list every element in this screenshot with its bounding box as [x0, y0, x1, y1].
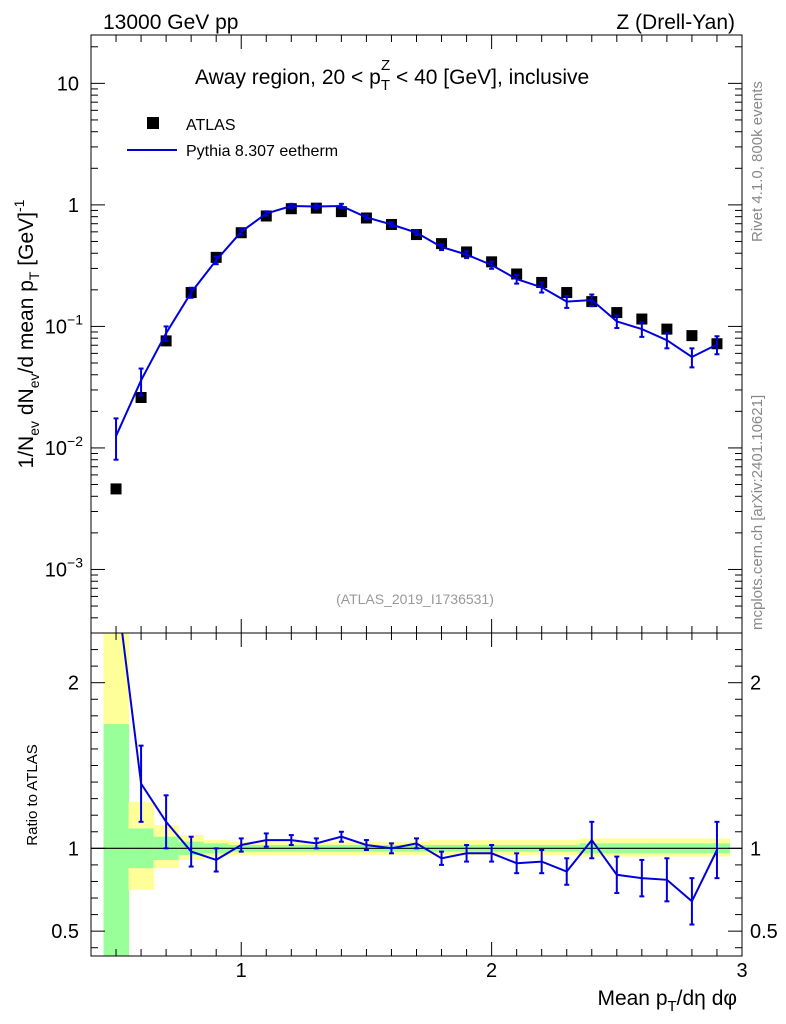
ratio-y-tick-label-left: 1 [68, 838, 79, 860]
legend-data-label: ATLAS [186, 117, 236, 134]
rivet-label: Rivet 4.1.0, 800k events [749, 81, 766, 242]
source-url-label: mcplots.cern.ch [arXiv:2401.10621] [749, 395, 766, 630]
main-x-ticks [90, 35, 743, 633]
x-tick-label: 2 [486, 960, 497, 982]
ratio-y-tick-label-left: 2 [68, 673, 79, 695]
ratio-y-axis: 0.5 0.5 1 1 2 2 [51, 649, 778, 949]
main-y-tick-label: 10−3 [45, 554, 83, 581]
ratio-x-axis: 1 2 3 [90, 633, 748, 982]
pythia-mc-line [115, 204, 718, 437]
atlas-data-point [686, 330, 698, 342]
ratio-y-tick-label-left: 0.5 [51, 921, 79, 943]
uncertainty-band-inner [103, 724, 130, 956]
x-tick-label: 1 [236, 960, 247, 982]
ratio-y-tick-label-right: 1 [750, 838, 761, 860]
legend-data-marker [147, 117, 159, 129]
header-right: Z (Drell-Yan) [616, 11, 735, 34]
x-axis-label: Mean pT/dη dφ [597, 987, 737, 1015]
main-plot-area [110, 202, 723, 495]
x-tick-label: 3 [736, 960, 747, 982]
ratio-y-tick-label-right: 0.5 [750, 921, 778, 943]
main-y-tick-label: 10−2 [45, 433, 83, 460]
analysis-watermark: (ATLAS_2019_I1736531) [336, 591, 494, 607]
legend-mc-label: Pythia 8.307 eetherm [186, 143, 338, 160]
atlas-data-point [135, 392, 147, 404]
ratio-plot-area [91, 633, 742, 956]
ratio-y-tick-label-right: 2 [750, 673, 761, 695]
atlas-data-point [335, 206, 347, 218]
header-left: 13000 GeV pp [103, 11, 238, 34]
ratio-y-axis-label: Ratio to ATLAS [24, 744, 41, 845]
ratio-frame [90, 632, 743, 957]
ratio-panel: 0.5 0.5 1 1 2 2 1 2 3 Ratio to ATLAS Mean pT/dη… [24, 632, 778, 1015]
main-y-tick-label: 10−1 [45, 311, 83, 338]
main-y-tick-label: 10 [57, 73, 79, 95]
atlas-data-point [110, 483, 122, 495]
main-y-axis: 10−3 10−2 10−1 1 10 [45, 46, 742, 634]
atlas-data-point [636, 313, 648, 325]
atlas-data-point [661, 323, 673, 335]
main-y-tick-label: 1 [68, 195, 79, 217]
main-y-axis-label: 1/Nev dNev/d mean pT [GeV]-1 [11, 199, 42, 468]
main-panel: 10−3 10−2 10−1 1 10 Away region, 20 < pTZ < … [11, 34, 743, 634]
main-title: Away region, 20 < pTZ < 40 [GeV], inclus… [195, 57, 589, 94]
atlas-data-point [561, 287, 573, 299]
atlas-data-point [611, 307, 623, 319]
